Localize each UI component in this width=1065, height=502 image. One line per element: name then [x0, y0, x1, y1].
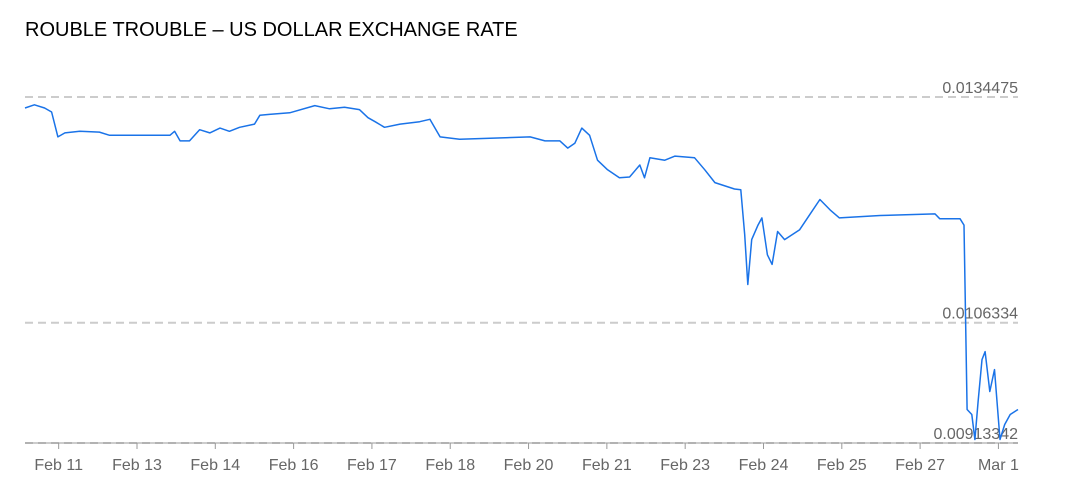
x-tick-label: Feb 16 [269, 457, 319, 474]
x-tick-label: Mar 1 [978, 457, 1019, 474]
y-tick-label: 0.0134475 [942, 80, 1018, 97]
x-tick-label: Feb 17 [347, 457, 397, 474]
x-tick-label: Feb 11 [34, 457, 83, 474]
x-tick-label: Feb 27 [895, 457, 945, 474]
x-tick-label: Feb 24 [739, 457, 789, 474]
chart-title: ROUBLE TROUBLE – US DOLLAR EXCHANGE RATE [25, 19, 518, 41]
x-tick-label: Feb 25 [817, 457, 867, 474]
x-tick-label: Feb 21 [582, 457, 632, 474]
x-tick-label: Feb 23 [660, 457, 710, 474]
x-tick-label: Feb 20 [504, 457, 554, 474]
x-tick-label: Feb 14 [190, 457, 240, 474]
y-tick-label: 0.0106334 [942, 306, 1018, 323]
line-series [24, 104, 1019, 441]
x-tick-label: Feb 18 [425, 457, 475, 474]
x-tick-label: Feb 13 [112, 457, 162, 474]
